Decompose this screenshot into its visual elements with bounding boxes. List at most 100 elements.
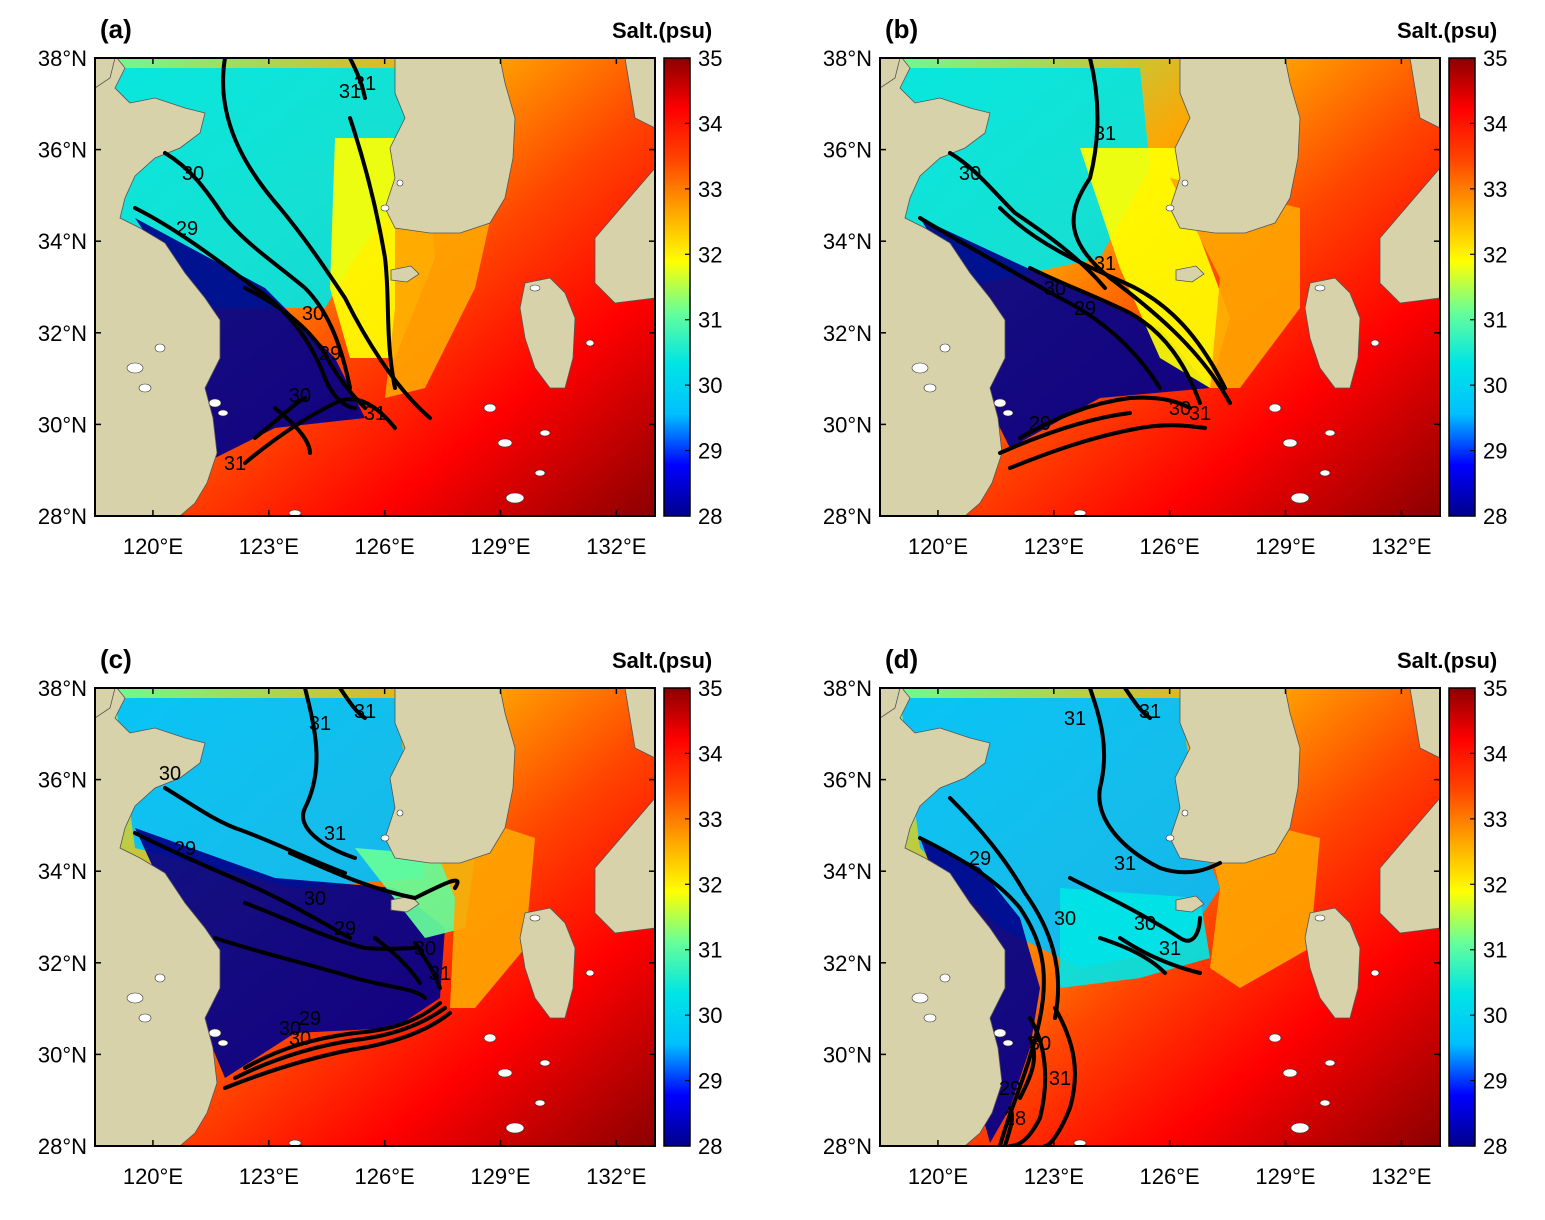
salinity-map: 313031302929303138°N36°N34°N32°N30°N28°N…: [823, 46, 1508, 559]
land-mass-6: [624, 58, 655, 129]
lat-tick-label: 36°N: [38, 138, 87, 163]
land-mass-6: [1409, 688, 1440, 759]
salinity-map: 31313029313029303130293038°N36°N34°N32°N…: [38, 676, 723, 1189]
map-group: 31313029313029303130293038°N36°N34°N32°N…: [38, 676, 723, 1189]
land: [95, 688, 655, 1146]
contour-line: [1043, 1006, 1077, 1146]
contour-label: 30: [959, 163, 981, 185]
island-13: [380, 204, 390, 212]
land-mass-0: [880, 58, 1006, 516]
island-7: [505, 492, 525, 504]
contour-label: 29: [334, 918, 356, 940]
map-panel-b: (b) Salt.(psu) 31 30 31 30 29 29 30 31 38°N 36°N 3…: [785, 0, 1545, 590]
contour-line: [1018, 395, 1192, 440]
island-12: [1073, 509, 1087, 516]
contour-line: [1118, 936, 1202, 975]
land-mass-5: [1379, 797, 1440, 934]
land-mass-2: [384, 58, 516, 234]
island-9: [539, 429, 551, 437]
island-10: [585, 969, 595, 977]
colorbar: [663, 687, 691, 1147]
map-panel-a: (a) Salt.(psu) 31 30 29 30 31 29 30 31 31 38°N 36°…: [0, 0, 760, 590]
contour-label: 31: [1159, 938, 1181, 960]
colorbar-tick-label: 28: [698, 1134, 722, 1159]
map-area: 313130293130293031302930: [95, 688, 655, 1146]
island-13: [380, 834, 390, 842]
land-mass-0: [880, 688, 1006, 1146]
lat-tick-label: 38°N: [823, 46, 872, 71]
contour-label: 29: [174, 838, 196, 860]
contour-label: 31: [364, 403, 386, 425]
contour-label: 29: [1029, 413, 1051, 435]
colorbar-tick-label: 34: [1483, 111, 1507, 136]
contour-line: [1008, 1016, 1048, 1146]
island-3: [208, 398, 222, 408]
colorbar: [663, 57, 691, 517]
colorbar-title: Salt.(psu): [1397, 18, 1498, 43]
island-11: [529, 284, 541, 292]
land-mass-6: [1409, 58, 1440, 129]
island-10: [585, 339, 595, 347]
contour-label: 31: [1064, 708, 1086, 730]
contour-label: 31: [1094, 253, 1116, 275]
land-mass-0: [95, 688, 221, 1146]
land-mass-3: [390, 265, 420, 283]
contour-line: [1088, 688, 1222, 875]
island-9: [1324, 429, 1336, 437]
contour-line: [1068, 876, 1202, 943]
colorbar-tick-label: 31: [698, 308, 722, 333]
colorbar-tick-label: 32: [1483, 242, 1507, 267]
contour-label: 29: [999, 1078, 1021, 1100]
colorbar-tick-label: 34: [698, 741, 722, 766]
island-12: [288, 509, 302, 516]
contour-label: 31: [1114, 853, 1136, 875]
colorbar: [1448, 687, 1476, 1147]
contour-label: 31: [354, 73, 376, 95]
map-group: 31 3129303130313031292838°N36°N34°N32°N30…: [823, 676, 1508, 1189]
contour-line: [413, 941, 442, 990]
island-10: [1370, 969, 1380, 977]
island-12: [1073, 1139, 1087, 1146]
land-mass-0: [95, 58, 221, 516]
lat-tick-label: 36°N: [823, 768, 872, 793]
contour-line: [133, 831, 352, 940]
salinity-region-1: [135, 218, 365, 463]
island-0: [126, 992, 144, 1004]
lat-tick-label: 38°N: [823, 676, 872, 701]
colorbar-tick-label: 30: [1483, 373, 1507, 398]
lon-tick-label: 123°E: [239, 1164, 299, 1189]
island-12: [288, 1139, 302, 1146]
contour-label: 31: [1139, 701, 1161, 723]
lon-tick-label: 120°E: [123, 1164, 183, 1189]
island-11: [1314, 284, 1326, 292]
island-8: [1319, 469, 1331, 477]
island-0: [126, 362, 144, 374]
island-13: [1165, 834, 1175, 842]
colorbar-tick-label: 29: [1483, 1069, 1507, 1094]
salinity-region-1: [135, 828, 445, 1078]
land-mass-5: [594, 797, 655, 934]
lat-tick-label: 30°N: [38, 1042, 87, 1067]
map-panel-c: (c) Salt.(psu) 3131302931302930313029303…: [0, 630, 760, 1220]
colorbar-tick-label: 32: [698, 872, 722, 897]
lon-tick-label: 132°E: [586, 534, 646, 559]
island-2: [154, 343, 166, 353]
contour-line: [373, 936, 422, 985]
contour-line: [243, 901, 417, 951]
lat-tick-label: 34°N: [38, 859, 87, 884]
lon-tick-label: 123°E: [1024, 534, 1084, 559]
island-8: [534, 1099, 546, 1107]
colorbar-tick-label: 33: [1483, 807, 1507, 832]
island-6: [497, 438, 513, 448]
colorbar-title: Salt.(psu): [1397, 648, 1498, 673]
lat-tick-label: 38°N: [38, 46, 87, 71]
land-mass-6: [624, 688, 655, 759]
island-14: [396, 179, 404, 187]
lon-tick-label: 126°E: [1140, 1164, 1200, 1189]
contour-label: 29: [176, 218, 198, 240]
lon-tick-label: 132°E: [1371, 534, 1431, 559]
contour-line: [1008, 423, 1207, 470]
lon-tick-label: 126°E: [355, 1164, 415, 1189]
lat-tick-label: 36°N: [823, 138, 872, 163]
